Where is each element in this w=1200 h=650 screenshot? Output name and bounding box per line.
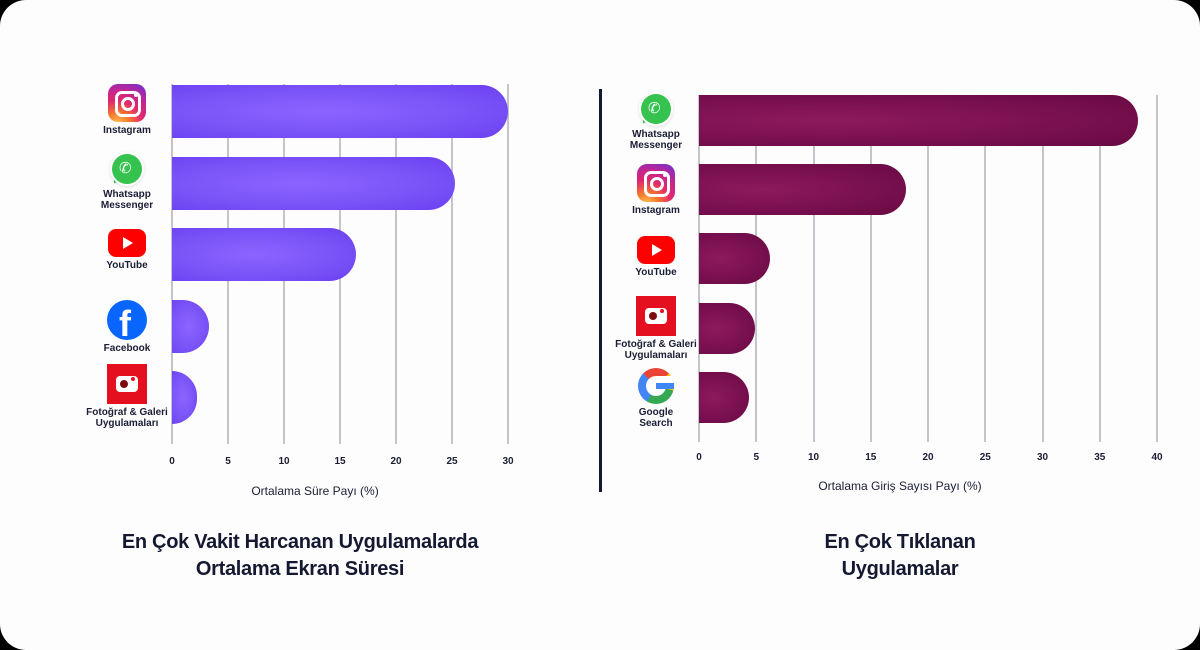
app-name: YouTube bbox=[106, 260, 148, 271]
x-tick-label: 5 bbox=[753, 452, 760, 463]
youtube-icon bbox=[637, 236, 675, 264]
x-axis-title: Ortalama Süre Payı (%) bbox=[251, 484, 379, 498]
x-tick-label: 35 bbox=[1094, 452, 1106, 463]
app-label-item: YouTube bbox=[82, 229, 172, 271]
app-name: Whatsapp Messenger bbox=[629, 129, 683, 151]
x-tick-label: 20 bbox=[390, 456, 402, 467]
grid-line bbox=[1041, 95, 1044, 442]
right-caption-line1: En Çok Tıklanan bbox=[824, 531, 976, 553]
photo-gallery-icon bbox=[107, 364, 147, 404]
grid-line bbox=[984, 95, 987, 442]
bar-facebook bbox=[172, 300, 209, 353]
bar-google-search bbox=[699, 372, 750, 423]
app-name: Facebook bbox=[103, 343, 151, 354]
grid-line bbox=[927, 95, 929, 442]
x-tick-label: 15 bbox=[865, 452, 877, 463]
bar-youtube bbox=[699, 233, 770, 284]
bar-instagram bbox=[172, 85, 508, 138]
grid-line bbox=[395, 84, 397, 444]
grid-line bbox=[1156, 95, 1158, 442]
app-name: Fotoğraf & Galeri Uygulamaları bbox=[86, 407, 168, 429]
photo-gallery-icon bbox=[636, 296, 676, 336]
app-name: Google Search bbox=[638, 407, 674, 429]
app-name: Whatsapp Messenger bbox=[100, 189, 154, 211]
bar-whatsapp-messenger bbox=[172, 157, 456, 210]
x-tick-label: 30 bbox=[502, 456, 514, 467]
x-tick-label: 10 bbox=[278, 456, 290, 467]
right-caption-line2: Uygulamalar bbox=[841, 558, 959, 580]
x-tick-label: 25 bbox=[979, 452, 991, 463]
app-label-item: Instagram bbox=[82, 84, 172, 136]
app-name: Instagram bbox=[103, 125, 151, 136]
facebook-icon: f bbox=[107, 300, 147, 340]
app-name: Instagram bbox=[632, 205, 680, 216]
bar-instagram bbox=[699, 164, 907, 215]
x-tick-label: 20 bbox=[922, 452, 934, 463]
grid-line bbox=[812, 95, 815, 442]
x-tick-label: 10 bbox=[807, 452, 820, 463]
chart-divider bbox=[599, 89, 602, 492]
grid-line bbox=[451, 84, 453, 444]
google-icon bbox=[638, 368, 674, 404]
app-label-item: Fotoğraf & Galeri Uygulamaları bbox=[611, 296, 701, 361]
app-name: YouTube bbox=[635, 267, 677, 278]
x-tick-label: 0 bbox=[169, 456, 175, 467]
bar-foto-raf-galeri-uygulamalar- bbox=[172, 371, 197, 424]
app-name: Fotoğraf & Galeri Uygulamaları bbox=[615, 339, 697, 361]
instagram-icon bbox=[637, 164, 675, 202]
bar-whatsapp-messenger bbox=[699, 95, 1138, 146]
left-caption-line2: Ortalama Ekran Süresi bbox=[195, 558, 405, 580]
whatsapp-icon: ✆ bbox=[109, 152, 144, 186]
bar-foto-raf-galeri-uygulamalar- bbox=[699, 303, 756, 354]
bar-youtube bbox=[172, 228, 356, 281]
app-label-item: f Facebook bbox=[82, 300, 172, 354]
youtube-icon bbox=[108, 229, 146, 257]
app-label-item: Google Search bbox=[611, 368, 701, 429]
app-label-item: ✆ Whatsapp Messenger bbox=[611, 92, 701, 151]
right-chart-caption: En Çok Tıklanan Uygulamalar bbox=[824, 529, 975, 583]
app-label-item: Fotoğraf & Galeri Uygulamaları bbox=[82, 364, 172, 429]
instagram-icon bbox=[108, 84, 146, 122]
whatsapp-icon: ✆ bbox=[638, 92, 673, 126]
x-tick-label: 0 bbox=[696, 452, 702, 463]
left-chart-caption: En Çok Vakit Harcanan Uygulamalarda Orta… bbox=[121, 529, 479, 583]
app-label-item: ✆ Whatsapp Messenger bbox=[82, 152, 172, 211]
left-caption-line1: En Çok Vakit Harcanan Uygulamalarda bbox=[121, 531, 479, 553]
app-label-item: Instagram bbox=[611, 164, 701, 216]
x-tick-label: 25 bbox=[446, 456, 458, 467]
x-axis-title: Ortalama Giriş Sayısı Payı (%) bbox=[818, 479, 982, 493]
grid-line bbox=[869, 95, 872, 442]
app-label-item: YouTube bbox=[611, 236, 701, 278]
x-tick-label: 5 bbox=[225, 456, 231, 467]
grid-line bbox=[507, 84, 509, 444]
x-tick-label: 30 bbox=[1036, 452, 1049, 463]
x-tick-label: 40 bbox=[1151, 452, 1163, 463]
grid-line bbox=[1098, 95, 1101, 442]
x-tick-label: 15 bbox=[334, 456, 346, 467]
